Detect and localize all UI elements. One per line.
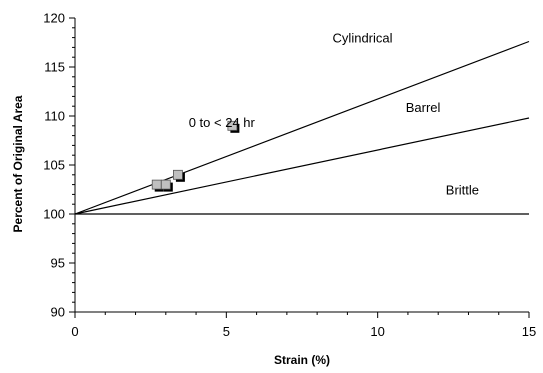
data-point-marker: [173, 169, 183, 180]
annotation-label: Barrel: [406, 100, 441, 115]
y-tick-label: 90: [51, 305, 65, 320]
x-axis-title: Strain (%): [274, 353, 330, 367]
y-axis-title: Percent of Original Area: [11, 95, 25, 232]
y-tick-label: 110: [44, 109, 65, 124]
y-tick-label: 120: [43, 11, 65, 26]
plot-lines: [74, 40, 530, 215]
annotations: Cylindrical Barrel Brittle 0 to < 24 hr: [189, 31, 479, 198]
data-point: [173, 169, 185, 182]
data-point: [160, 179, 173, 192]
x-tick-label: 0: [71, 324, 78, 339]
y-tick-label: 105: [43, 158, 65, 173]
data-point-marker: [227, 120, 238, 131]
data-point-marker: [160, 179, 171, 190]
axes: [69, 17, 530, 318]
data-point-marker: [151, 179, 162, 190]
series-line-cylindrical: [74, 40, 530, 215]
y-tick-label: 95: [51, 256, 65, 271]
annotation-label: Brittle: [446, 182, 479, 197]
data-point: [227, 120, 240, 133]
tick-labels: 90 95 100 105 110 115 120 0 5 10 15: [43, 11, 536, 340]
x-tick-label: 10: [370, 324, 384, 339]
x-tick-label: 5: [223, 324, 230, 339]
annotation-label: 0 to < 24 hr: [189, 115, 256, 130]
series-line-barrel: [74, 117, 530, 215]
data-markers: [151, 120, 240, 192]
x-tick-label: 15: [522, 324, 536, 339]
y-tick-label: 115: [44, 60, 65, 75]
y-tick-label: 100: [43, 207, 65, 222]
annotation-label: Cylindrical: [333, 31, 393, 46]
